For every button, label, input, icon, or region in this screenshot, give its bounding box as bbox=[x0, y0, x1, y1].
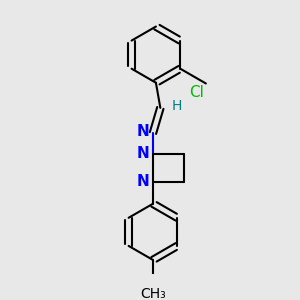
Text: CH₃: CH₃ bbox=[140, 286, 166, 300]
Text: N: N bbox=[137, 146, 149, 161]
Text: Cl: Cl bbox=[190, 85, 204, 100]
Text: N: N bbox=[137, 174, 149, 189]
Text: H: H bbox=[172, 98, 182, 112]
Text: N: N bbox=[137, 124, 149, 140]
